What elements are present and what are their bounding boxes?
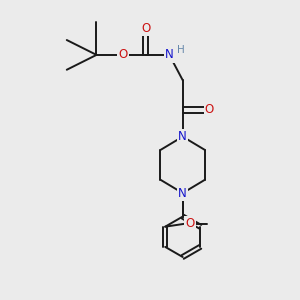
Text: O: O [118, 48, 128, 62]
Text: N: N [178, 187, 187, 200]
Text: O: O [205, 103, 214, 116]
Text: O: O [185, 217, 195, 230]
Text: N: N [165, 48, 174, 62]
Text: N: N [178, 130, 187, 143]
Text: O: O [141, 22, 150, 34]
Text: H: H [177, 44, 184, 55]
